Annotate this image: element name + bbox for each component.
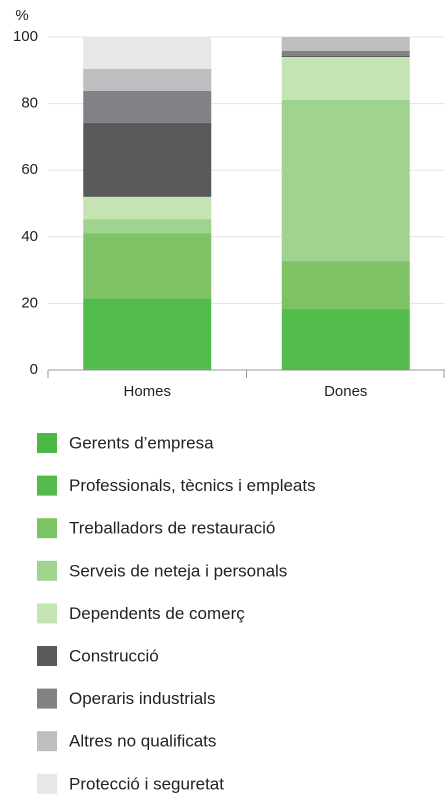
legend-label: Professionals, tècnics i empleats (69, 476, 316, 495)
bar-segment (83, 298, 212, 369)
legend-label: Protecció i seguretat (69, 774, 224, 793)
y-tick-label: 60 (21, 161, 38, 178)
legend-swatch (37, 560, 57, 581)
x-tick-label: Dones (324, 383, 367, 400)
legend-swatch (37, 688, 57, 709)
bar-segment (83, 233, 212, 299)
bar-segment (281, 55, 410, 57)
legend-swatch (37, 433, 57, 453)
bar-segment (83, 68, 212, 91)
bar-segment (83, 196, 212, 220)
legend-label: Altres no qualificats (69, 732, 216, 751)
y-tick-label: 0 (30, 361, 38, 378)
legend-label: Gerents d’empresa (69, 433, 214, 452)
bar-segment (83, 90, 212, 123)
legend-swatch (37, 731, 57, 752)
bar-segment (83, 37, 212, 69)
y-axis-label: % (15, 7, 28, 24)
legend-swatch (37, 773, 57, 794)
bar-segment (281, 309, 410, 370)
legend-label: Dependents de comerç (69, 604, 245, 623)
y-tick-label: 40 (21, 228, 38, 245)
bar-segment (281, 37, 410, 51)
bar-segment (281, 261, 410, 310)
bar-segment (281, 50, 410, 56)
bar-segment (83, 122, 212, 197)
legend-swatch (37, 646, 57, 666)
legend-swatch (37, 603, 57, 624)
bar-segment (83, 368, 212, 370)
bar-segment (281, 99, 410, 262)
bar-segment (83, 219, 212, 234)
legend-swatch (37, 518, 57, 539)
legend-label: Serveis de neteja i personals (69, 561, 287, 580)
legend-label: Treballadors de restauració (69, 519, 275, 538)
legend-label: Operaris industrials (69, 689, 215, 708)
bar-segment (281, 56, 410, 100)
x-tick-label: Homes (123, 383, 171, 400)
legend-swatch (37, 475, 57, 496)
y-tick-label: 20 (21, 294, 38, 311)
bar-segment (281, 369, 410, 370)
legend-label: Construcció (69, 646, 159, 665)
y-tick-label: 100 (13, 28, 38, 45)
y-tick-label: 80 (21, 95, 38, 112)
